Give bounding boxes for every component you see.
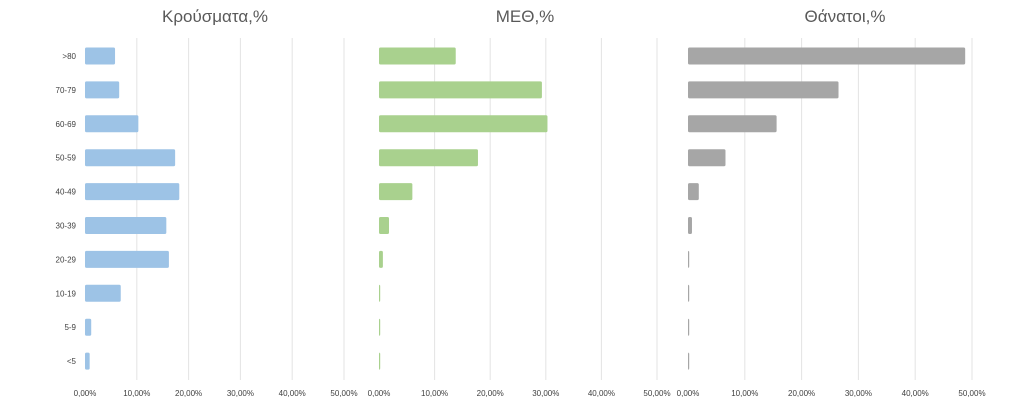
x-tick-label: 10,00%: [421, 389, 448, 398]
bar: [379, 47, 456, 65]
bar: [688, 284, 690, 302]
category-label: 10-19: [56, 289, 77, 298]
x-tick-label: 40,00%: [588, 389, 615, 398]
bar: [85, 352, 90, 370]
bar: [379, 318, 381, 336]
category-label: 60-69: [56, 120, 77, 129]
category-label: 50-59: [56, 154, 77, 163]
bar: [688, 352, 690, 370]
bar: [688, 115, 777, 133]
bar: [379, 115, 548, 133]
bar: [379, 250, 383, 268]
x-tick-label: 0,00%: [677, 389, 700, 398]
chart-title: Κρούσματα,%: [162, 7, 268, 26]
bar: [85, 149, 176, 167]
bar: [688, 217, 692, 234]
bar: [379, 183, 413, 201]
bar: [85, 217, 167, 234]
x-tick-label: 20,00%: [175, 389, 202, 398]
x-tick-label: 30,00%: [227, 389, 254, 398]
x-tick-label: 40,00%: [279, 389, 306, 398]
bar: [688, 318, 690, 336]
x-tick-label: 30,00%: [845, 389, 872, 398]
bar: [379, 352, 381, 370]
bar: [85, 115, 139, 133]
chart-title: ΜΕΘ,%: [496, 7, 555, 26]
bar: [379, 284, 381, 302]
x-tick-label: 50,00%: [958, 389, 985, 398]
bar: [85, 250, 169, 268]
bar: [379, 149, 478, 167]
x-tick-label: 0,00%: [74, 389, 97, 398]
x-tick-label: 50,00%: [643, 389, 670, 398]
category-label: 70-79: [56, 86, 77, 95]
category-label: <5: [67, 357, 77, 366]
x-tick-label: 10,00%: [123, 389, 150, 398]
x-tick-label: 0,00%: [368, 389, 391, 398]
bar: [688, 250, 690, 268]
bar: [688, 149, 726, 167]
bar: [85, 183, 180, 201]
x-tick-label: 20,00%: [477, 389, 504, 398]
bar: [85, 47, 116, 65]
bar: [688, 47, 966, 65]
bar: [85, 284, 121, 302]
bar: [688, 183, 699, 201]
category-label: >80: [62, 52, 76, 61]
category-label: 5-9: [64, 323, 76, 332]
chart-title: Θάνατοι,%: [805, 7, 886, 26]
category-label: 30-39: [56, 222, 77, 231]
category-label: 20-29: [56, 255, 77, 264]
bar: [85, 318, 92, 336]
bar: [379, 81, 542, 99]
bar: [379, 217, 390, 234]
x-tick-label: 30,00%: [532, 389, 559, 398]
x-tick-label: 40,00%: [902, 389, 929, 398]
x-tick-label: 50,00%: [330, 389, 357, 398]
category-label: 40-49: [56, 188, 77, 197]
x-tick-label: 20,00%: [788, 389, 815, 398]
bar: [85, 81, 120, 99]
x-tick-label: 10,00%: [731, 389, 758, 398]
bar: [688, 81, 839, 99]
